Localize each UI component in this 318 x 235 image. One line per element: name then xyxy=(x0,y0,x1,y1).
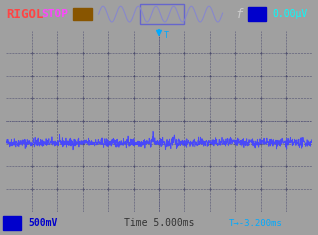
Bar xyxy=(3,216,21,230)
Text: RIGOL: RIGOL xyxy=(6,8,44,21)
Text: T→-3.200ms: T→-3.200ms xyxy=(229,219,283,228)
Text: Time 5.000ms: Time 5.000ms xyxy=(124,218,194,228)
Bar xyxy=(73,8,92,20)
Text: 0.00μV: 0.00μV xyxy=(272,9,307,19)
Text: T: T xyxy=(163,31,169,40)
Text: 500mV: 500mV xyxy=(29,218,58,228)
Text: STOP: STOP xyxy=(41,9,68,19)
Text: f: f xyxy=(235,8,243,21)
Text: CH1: CH1 xyxy=(4,219,18,228)
Text: 1: 1 xyxy=(249,9,256,19)
Bar xyxy=(248,7,266,21)
Bar xyxy=(140,4,184,24)
